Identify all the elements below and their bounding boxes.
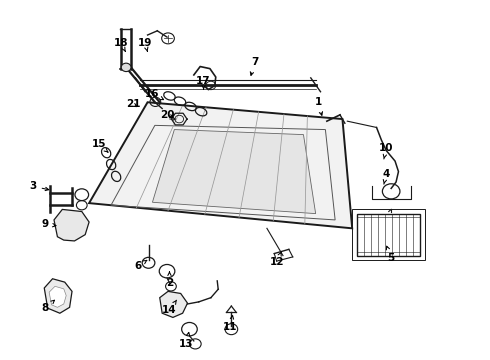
Text: 1: 1 bbox=[315, 97, 322, 115]
Text: 10: 10 bbox=[379, 144, 393, 159]
Polygon shape bbox=[49, 286, 66, 307]
Text: 14: 14 bbox=[162, 300, 177, 315]
Text: 8: 8 bbox=[42, 300, 54, 313]
Polygon shape bbox=[160, 291, 188, 318]
Polygon shape bbox=[54, 210, 89, 241]
Text: 12: 12 bbox=[270, 252, 284, 267]
Text: 2: 2 bbox=[166, 272, 173, 288]
Text: 3: 3 bbox=[29, 181, 49, 191]
Polygon shape bbox=[89, 102, 352, 228]
Text: 16: 16 bbox=[145, 89, 164, 100]
Text: 6: 6 bbox=[134, 260, 147, 271]
Text: 9: 9 bbox=[42, 219, 56, 229]
Bar bbox=[357, 213, 420, 256]
Text: 19: 19 bbox=[138, 39, 152, 51]
Text: 13: 13 bbox=[179, 332, 194, 349]
Polygon shape bbox=[152, 130, 316, 213]
Circle shape bbox=[121, 63, 131, 72]
Polygon shape bbox=[44, 279, 72, 313]
Text: 11: 11 bbox=[223, 316, 238, 332]
Text: 21: 21 bbox=[126, 99, 140, 109]
Text: 5: 5 bbox=[386, 246, 395, 263]
Text: 20: 20 bbox=[160, 110, 174, 120]
Text: 7: 7 bbox=[250, 57, 258, 75]
Bar bbox=[352, 210, 425, 260]
Text: 18: 18 bbox=[114, 39, 128, 51]
Text: 17: 17 bbox=[196, 76, 211, 89]
Text: 4: 4 bbox=[383, 169, 390, 184]
Text: 15: 15 bbox=[92, 139, 108, 152]
